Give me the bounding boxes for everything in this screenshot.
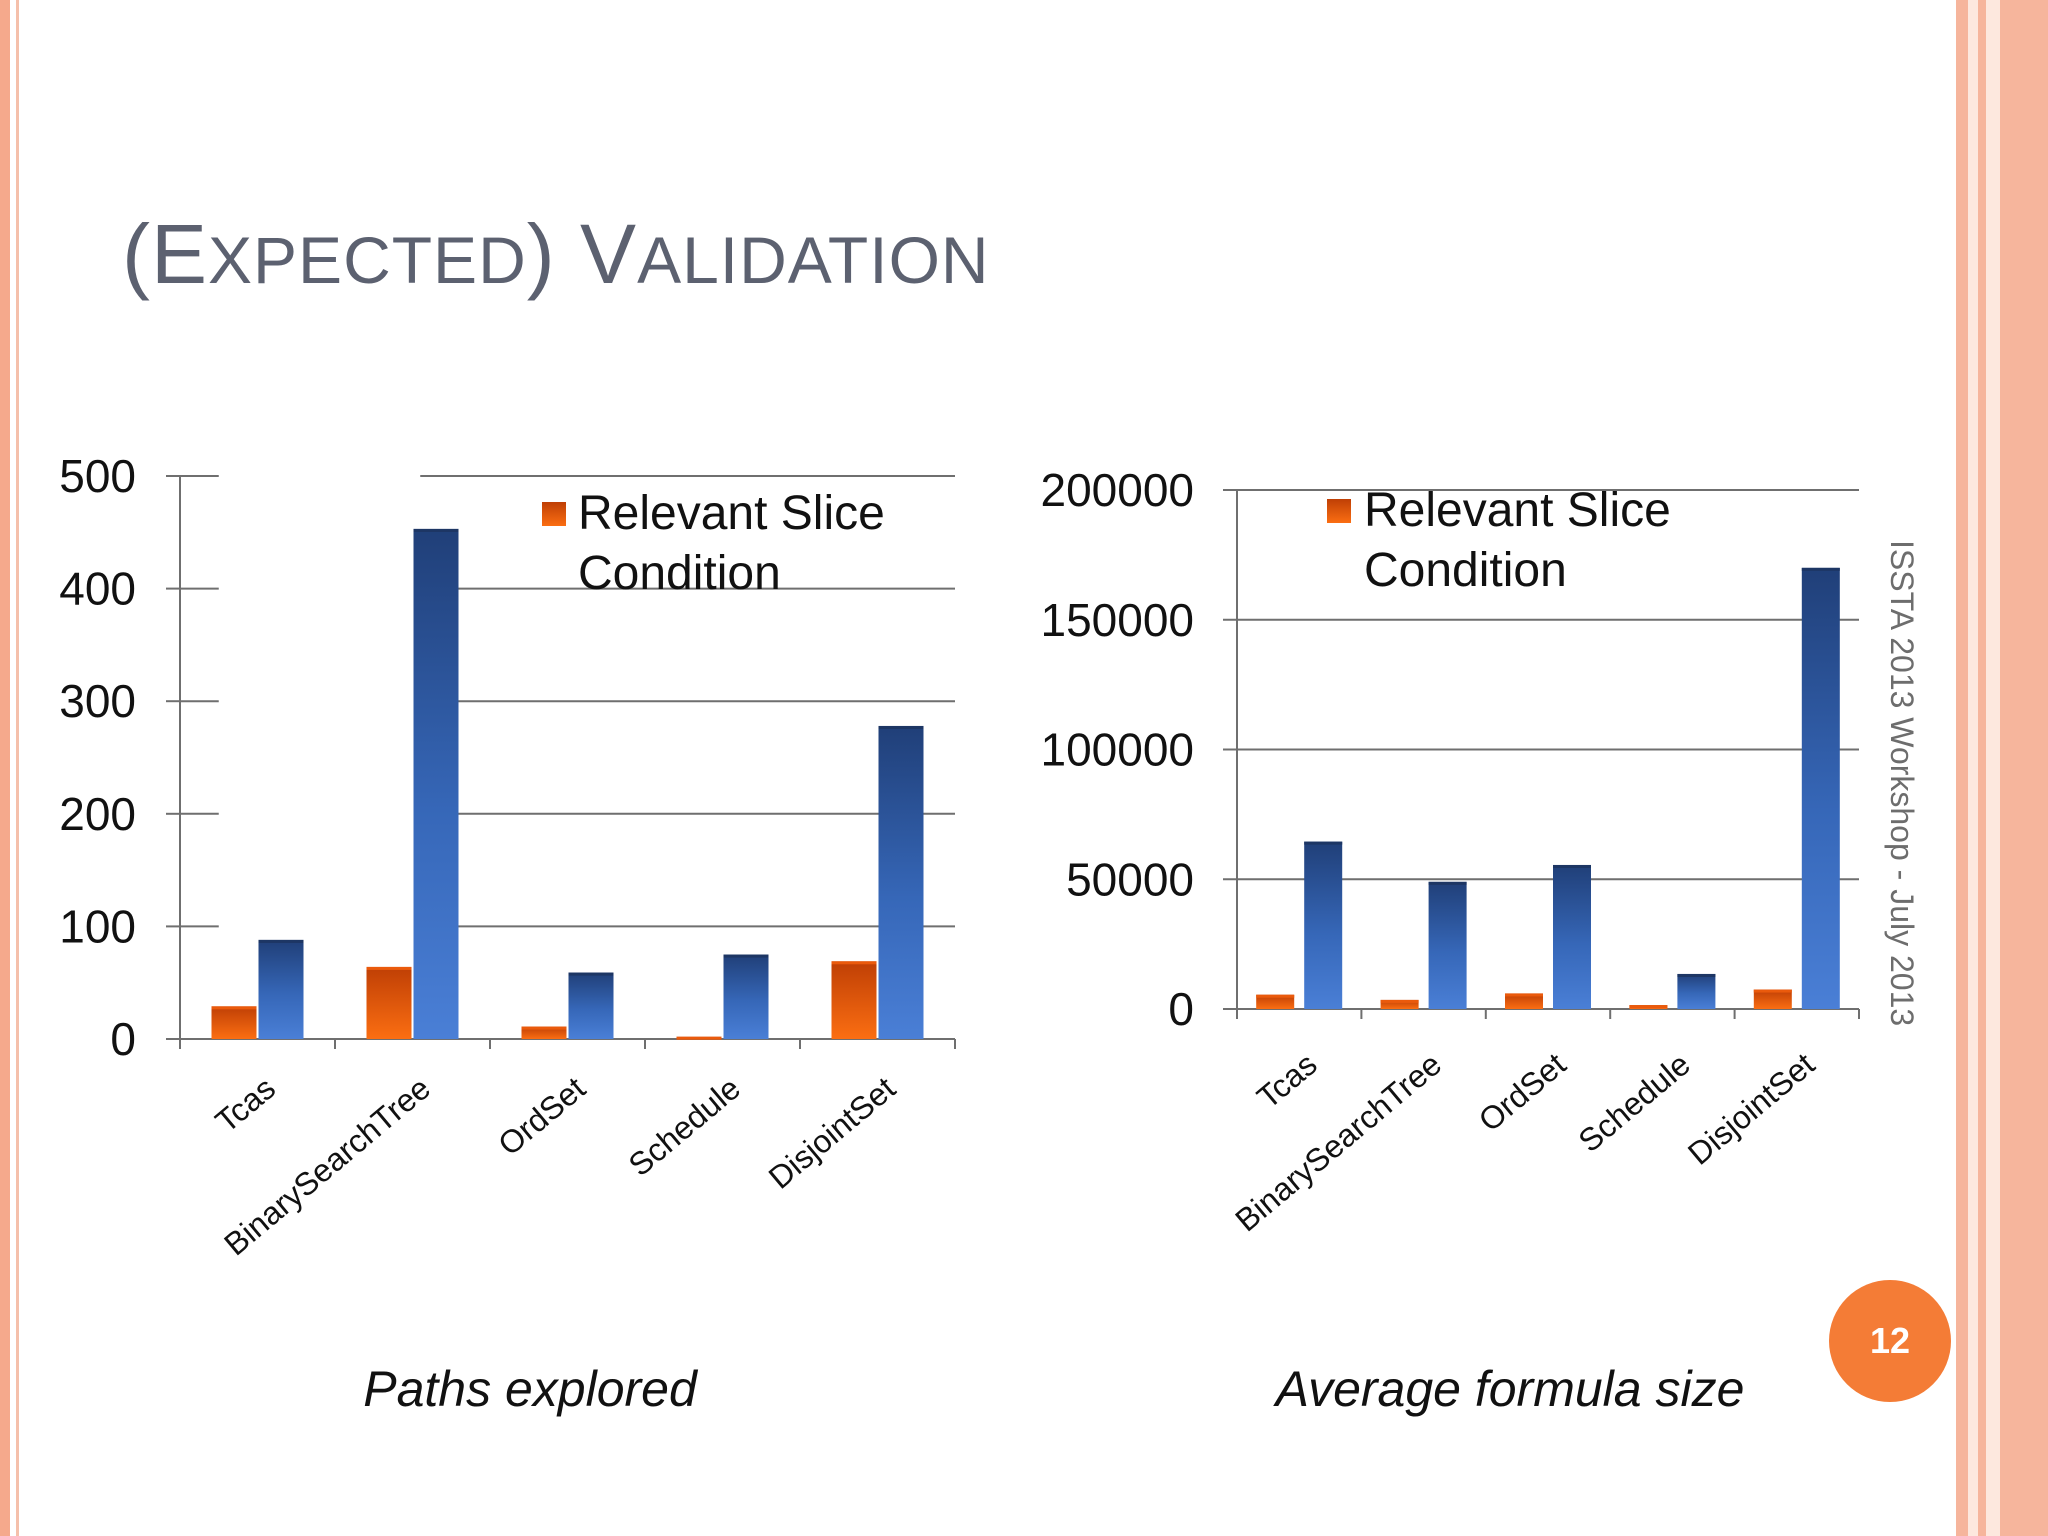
bar-condition-ordset bbox=[1553, 864, 1591, 1009]
y-tick-label: 100 bbox=[59, 900, 136, 952]
bar-cap bbox=[1553, 864, 1591, 868]
x-tick-label-disjointset: DisjointSet bbox=[762, 1070, 902, 1196]
bar-condition-binarysearchtree bbox=[413, 528, 459, 1039]
y-tick-label: 400 bbox=[59, 563, 136, 615]
bar-cap bbox=[211, 1006, 257, 1010]
bar-cap bbox=[258, 939, 304, 943]
y-tick-label: 0 bbox=[1168, 983, 1194, 1035]
chart-caption-formula: Average formula size bbox=[1275, 1361, 1745, 1417]
bar-cap bbox=[521, 1026, 567, 1030]
x-tick-label-binarysearchtree: BinarySearchTree bbox=[1228, 1046, 1448, 1239]
y-tick-label: 500 bbox=[59, 450, 136, 502]
bar-relevant-slice-binarysearchtree bbox=[1380, 999, 1419, 1009]
bar-cap bbox=[1801, 567, 1840, 571]
conference-note: ISSTA 2013 Workshop - July 2013 bbox=[1884, 540, 1920, 1027]
bar-relevant-slice-ordset bbox=[521, 1026, 567, 1039]
legend-swatch-relevant-slice bbox=[542, 502, 566, 526]
y-tick-label: 0 bbox=[110, 1013, 136, 1065]
y-tick-label: 200000 bbox=[1041, 464, 1195, 516]
y-tick-label: 50000 bbox=[1066, 853, 1194, 905]
bar-cap bbox=[831, 961, 877, 965]
bar-cap bbox=[413, 528, 459, 532]
bar-cap bbox=[1428, 881, 1467, 885]
chart-caption-paths: Paths explored bbox=[363, 1361, 697, 1417]
bar-condition-tcas bbox=[1304, 841, 1343, 1009]
x-tick-label-disjointset: DisjointSet bbox=[1681, 1046, 1821, 1172]
legend-label: Condition bbox=[578, 547, 781, 600]
legend-label: Relevant Slice bbox=[1364, 484, 1671, 537]
bar-condition-binarysearchtree bbox=[1428, 881, 1467, 1009]
bar-condition-ordset bbox=[568, 972, 614, 1039]
bar-relevant-slice-ordset bbox=[1505, 993, 1543, 1009]
legend-swatch-relevant-slice bbox=[1327, 499, 1351, 523]
legend: Relevant Slice Condition bbox=[1327, 484, 1671, 597]
bar-relevant-slice-binarysearchtree bbox=[366, 966, 412, 1039]
bar-cap bbox=[1505, 993, 1543, 997]
formula-size-chart: 0 50000 100000 150000 200000 TcasBinarySearch… bbox=[1041, 464, 1860, 1238]
bar-relevant-slice-tcas bbox=[1256, 994, 1295, 1009]
frame-stripe-left-inner bbox=[16, 0, 19, 1536]
slide-title: (EXPECTED) VALIDATION bbox=[122, 207, 990, 301]
y-tick-label: 150000 bbox=[1041, 594, 1195, 646]
bar-condition-tcas bbox=[258, 939, 304, 1039]
bar-condition-schedule bbox=[723, 954, 769, 1039]
bar-cap bbox=[676, 1036, 722, 1040]
legend-label: Condition bbox=[1364, 544, 1567, 597]
x-tick-label-schedule: Schedule bbox=[622, 1070, 747, 1183]
x-tick-label-tcas: Tcas bbox=[1250, 1046, 1324, 1116]
y-tick-label: 200 bbox=[59, 788, 136, 840]
bar-condition-disjointset bbox=[1801, 567, 1840, 1009]
bar-relevant-slice-disjointset bbox=[831, 961, 877, 1039]
bar-relevant-slice-disjointset bbox=[1753, 989, 1792, 1009]
y-tick-label: 300 bbox=[59, 675, 136, 727]
y-tick-label: 100000 bbox=[1041, 724, 1195, 776]
x-tick-label-ordset: OrdSet bbox=[491, 1070, 592, 1163]
bar-relevant-slice-tcas bbox=[211, 1006, 257, 1039]
bar-cap bbox=[1304, 841, 1343, 845]
bar-cap bbox=[878, 725, 924, 729]
bar-condition-schedule bbox=[1677, 973, 1716, 1009]
legend: Relevant Slice Condition bbox=[542, 487, 885, 600]
frame-stripe-right bbox=[1956, 0, 2048, 1536]
bar-cap bbox=[1629, 1005, 1668, 1009]
legend-label: Relevant Slice bbox=[578, 487, 885, 540]
bar-cap bbox=[1677, 973, 1716, 977]
bar-cap bbox=[1380, 999, 1419, 1003]
x-tick-label-tcas: Tcas bbox=[208, 1070, 282, 1140]
x-tick-label-schedule: Schedule bbox=[1572, 1046, 1697, 1159]
bar-cap bbox=[723, 954, 769, 958]
x-tick-label-ordset: OrdSet bbox=[1472, 1046, 1573, 1139]
bar-cap bbox=[1256, 994, 1295, 998]
bar-cap bbox=[366, 966, 412, 970]
page-number-badge: 12 bbox=[1829, 1280, 1951, 1402]
bar-condition-disjointset bbox=[878, 725, 924, 1039]
bar-cap bbox=[568, 972, 614, 976]
frame-stripe-left bbox=[0, 0, 10, 1536]
bar-cap bbox=[1753, 989, 1792, 993]
